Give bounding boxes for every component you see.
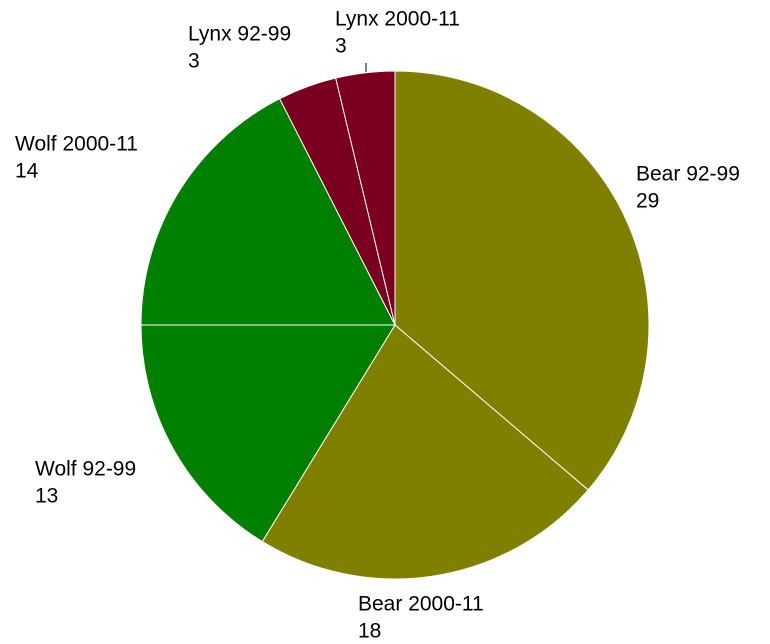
slice-value: 13 [35,485,58,508]
slice-value: 18 [358,620,381,643]
slice-label: Wolf 2000-11 [15,133,138,156]
slice-label: Lynx 2000-11 [335,8,460,31]
pie-slice [394,70,650,491]
slice-value: 29 [636,190,659,213]
slice-value: 3 [188,50,200,73]
slice-label: Bear 2000-11 [358,593,484,616]
slice-value: 3 [335,35,347,58]
slice-value: 14 [15,160,39,183]
slice-label: Bear 92-99 [636,163,740,186]
slice-label: Lynx 92-99 [188,23,291,46]
pie-slice [261,324,589,580]
pie-slice [335,70,396,326]
slice-label: Wolf 92-99 [35,458,136,481]
pie-slice [140,98,396,326]
pie-slice [140,324,396,543]
